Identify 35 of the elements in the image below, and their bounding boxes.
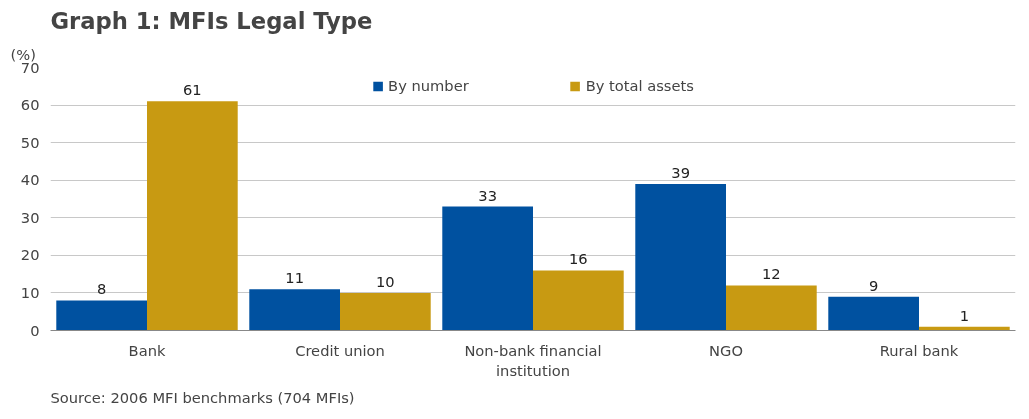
x-tick-label: Non-bank financial institution [464, 341, 602, 379]
data-label: 1 [959, 306, 970, 324]
x-tick-label: Rural bank [879, 341, 959, 359]
bar [828, 296, 919, 331]
bar [147, 101, 238, 331]
legend-label: By number [388, 77, 469, 94]
source-note: Source: 2006 MFI benchmarks (704 MFIs) [50, 388, 355, 406]
y-tick-label: 60 [20, 96, 40, 114]
y-tick-label: 30 [20, 208, 40, 226]
data-label: 16 [569, 250, 588, 268]
bar [249, 289, 340, 331]
y-tick-label: 40 [20, 171, 40, 189]
y-tick-label: 50 [20, 133, 40, 151]
data-label: 10 [376, 272, 395, 290]
bar [635, 183, 726, 331]
data-label: 8 [96, 280, 107, 298]
data-label: 39 [671, 163, 690, 181]
y-tick-label: 10 [20, 283, 40, 301]
y-tick-label: 20 [20, 246, 40, 264]
legend-label: By total assets [585, 77, 694, 94]
data-label: 61 [183, 81, 202, 99]
chart-title: Graph 1: MFIs Legal Type [50, 7, 373, 34]
bar [340, 292, 431, 331]
bar [56, 300, 147, 331]
bar [726, 285, 817, 331]
data-label: 9 [868, 276, 879, 294]
data-label: 11 [285, 269, 304, 287]
bar [442, 206, 533, 331]
x-tick-label: Credit union [295, 341, 385, 359]
x-tick-label: Bank [128, 341, 166, 359]
data-label: 12 [762, 265, 781, 283]
x-tick-label: NGO [709, 341, 743, 359]
data-label: 33 [478, 186, 497, 204]
bar [533, 270, 624, 331]
y-tick-label: 0 [30, 321, 40, 339]
